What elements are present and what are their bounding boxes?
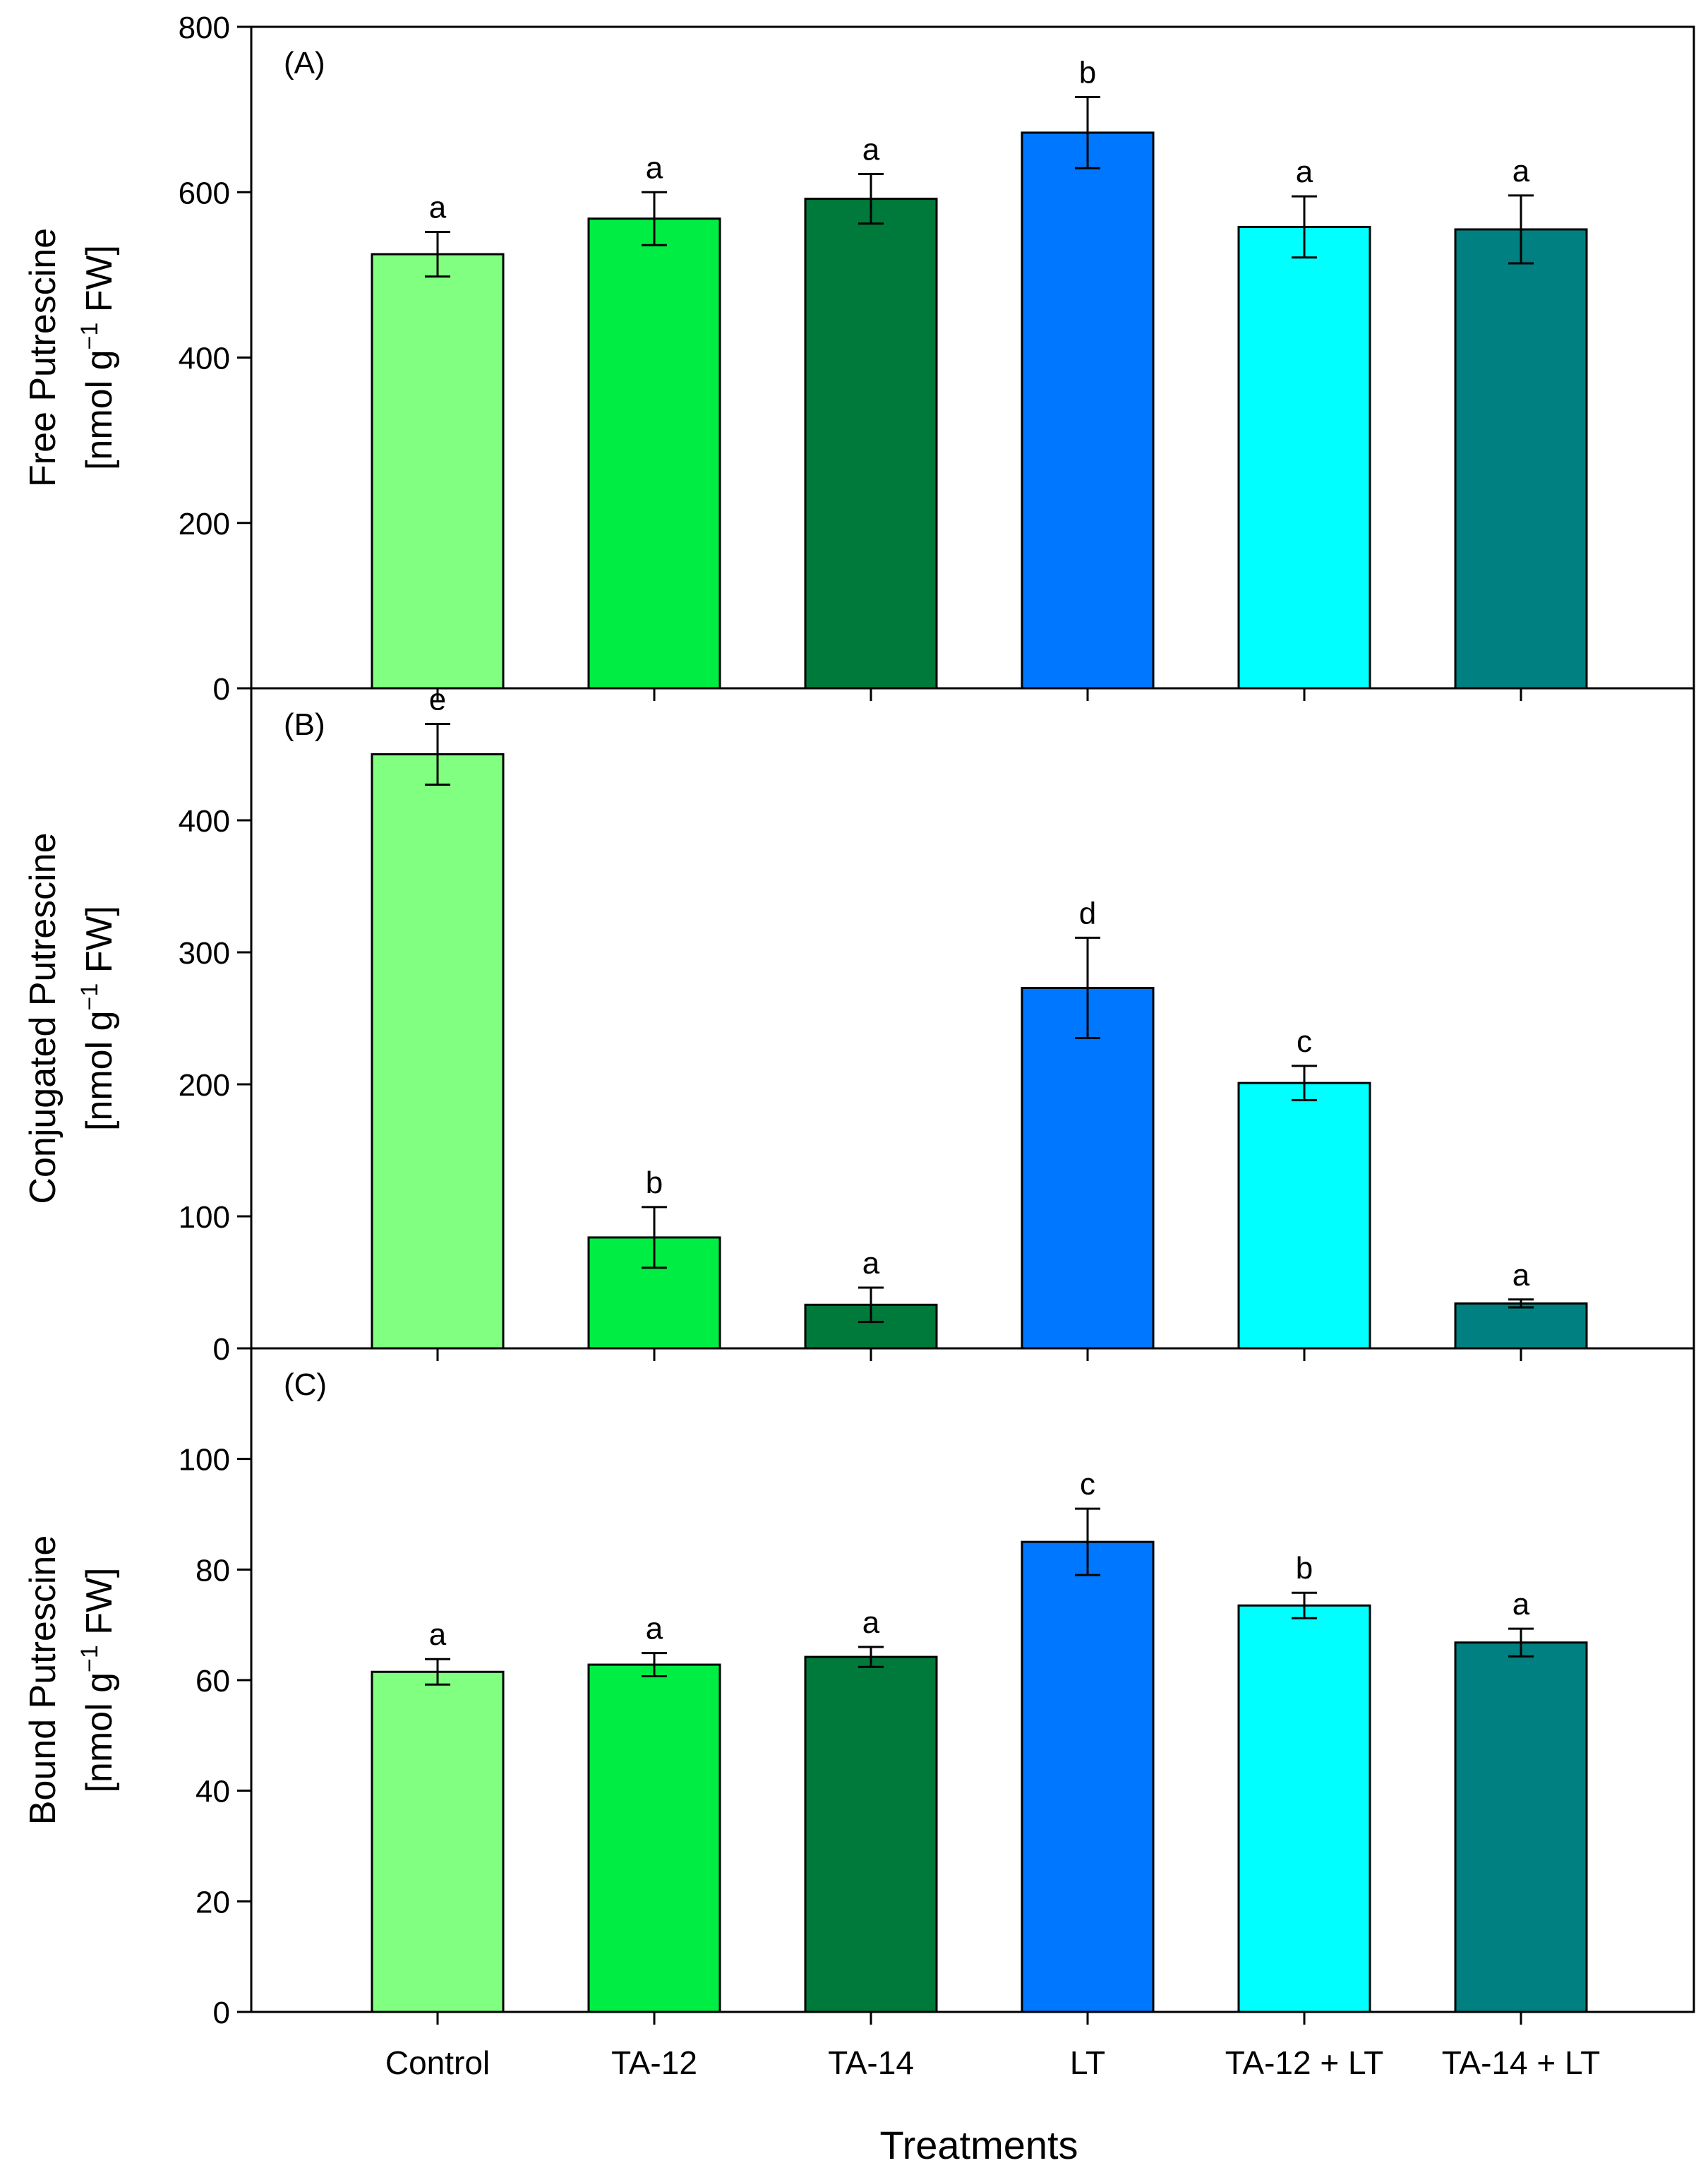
significance-letter: a [862, 1246, 880, 1281]
significance-letter: a [1296, 155, 1313, 189]
y-tick-label: 0 [213, 672, 230, 707]
panel-tag: (C) [284, 1367, 327, 1402]
y-tick-label: 40 [196, 1775, 230, 1809]
bar-ta-12-lt [1237, 1081, 1371, 1350]
y-units-text: [nmol g [79, 1010, 120, 1131]
bar-ta-12-lt [1237, 1604, 1371, 2013]
error-bar [858, 1646, 884, 1668]
y-tick-label: 60 [196, 1664, 230, 1698]
significance-letter: a [1512, 154, 1530, 188]
bar-ta-14-lt [1454, 1641, 1588, 2013]
bar-lt [1021, 131, 1155, 690]
significance-letter: a [646, 150, 663, 185]
y-axis-units: [nmol g−1 FW] [76, 906, 120, 1131]
significance-letter: a [862, 132, 880, 167]
bar-control [371, 753, 505, 1350]
x-category-label: TA-12 + LT [1225, 2044, 1384, 2081]
error-bar [642, 191, 667, 246]
y-tick-label: 200 [179, 1068, 230, 1103]
x-category-label: TA-14 [828, 2044, 914, 2081]
significance-letter: b [1079, 56, 1096, 90]
error-bar [425, 230, 450, 278]
error-bar [1508, 1627, 1534, 1658]
error-bar [858, 172, 884, 225]
bar-ta-14 [804, 198, 938, 690]
error-bar [425, 722, 450, 786]
y-tick-label: 400 [179, 804, 230, 839]
significance-letter: a [1512, 1258, 1530, 1293]
bar-lt [1021, 1540, 1155, 2013]
bar-ta-14-lt [1454, 1302, 1588, 1350]
y-tick-label: 300 [179, 936, 230, 971]
error-bar [1075, 96, 1100, 169]
y-tick-label: 0 [213, 1332, 230, 1367]
y-units-text: FW] [79, 906, 120, 983]
y-axis-title: Conjugated Putrescine [23, 832, 64, 1204]
y-tick-label: 200 [179, 507, 230, 541]
significance-letter: c [1297, 1024, 1312, 1059]
significance-letter: a [1512, 1587, 1530, 1622]
panel-tag: (B) [284, 707, 325, 742]
panel-tag: (A) [284, 46, 325, 80]
y-units-text: [nmol g [79, 1672, 120, 1793]
error-bar [642, 1652, 667, 1678]
significance-letter: a [862, 1605, 880, 1640]
y-units-superscript: −1 [76, 323, 103, 350]
x-category-label: Control [385, 2044, 490, 2081]
bar-ta-12 [587, 217, 721, 690]
x-category-labels: Control TA-12 TA-14 LT TA-12 + LT TA-14 + LT [385, 2044, 1600, 2081]
y-units-superscript: −1 [76, 1645, 103, 1672]
bar-control [371, 1670, 505, 2013]
bar-control [371, 253, 505, 690]
y-tick-label: 0 [213, 1996, 230, 2030]
y-axis-title: Bound Putrescine [23, 1535, 64, 1826]
y-tick-label: 600 [179, 176, 230, 210]
y-tick-label: 400 [179, 342, 230, 376]
significance-letter: a [646, 1612, 663, 1646]
significance-letter: b [1296, 1551, 1313, 1586]
y-units-superscript: −1 [76, 983, 103, 1011]
error-bar [1508, 1298, 1534, 1309]
significance-letter: d [1079, 896, 1096, 930]
bar-lt [1021, 986, 1155, 1350]
bar-ta-14-lt [1454, 228, 1588, 690]
error-bar [1292, 1591, 1317, 1619]
y-tick-label: 100 [179, 1443, 230, 1478]
error-bar [1508, 194, 1534, 265]
panel-a: a a a b a a 0 200 400 600 800 (A) Free Putrescine [nm… [23, 11, 1695, 707]
y-axis-title: Free Putrescine [23, 228, 64, 487]
error-bar [1292, 195, 1317, 259]
bar-ta-14 [804, 1655, 938, 2013]
y-tick-label: 20 [196, 1885, 230, 1919]
significance-letter: c [1080, 1467, 1095, 1502]
bar-ta-12 [587, 1663, 721, 2013]
bar-ta-12-lt [1237, 225, 1371, 690]
significance-letter: b [646, 1166, 663, 1200]
y-units-text: [nmol g [79, 349, 120, 470]
significance-letter: a [429, 1617, 447, 1652]
error-bar [858, 1286, 884, 1324]
y-units-text: FW] [79, 245, 120, 323]
y-axis-units: [nmol g−1 FW] [76, 245, 120, 470]
y-tick-label: 80 [196, 1553, 230, 1588]
error-bar [642, 1206, 667, 1269]
panel-c: a a a c b a 0 20 40 60 80 100 (C) Bound Putrescine [nm… [23, 1347, 1695, 2030]
significance-letter: a [429, 190, 447, 224]
y-tick-label: 100 [179, 1200, 230, 1235]
x-category-label: TA-12 [611, 2044, 697, 2081]
x-category-label: LT [1070, 2044, 1105, 2081]
error-bar [1075, 1507, 1100, 1576]
y-units-text: FW] [79, 1567, 120, 1645]
error-bar [1075, 936, 1100, 1040]
y-tick-label: 800 [179, 11, 230, 45]
error-bar [425, 1658, 450, 1686]
y-axis-units: [nmol g−1 FW] [76, 1567, 120, 1792]
x-category-label: TA-14 + LT [1442, 2044, 1601, 2081]
error-bar [1292, 1065, 1317, 1101]
x-axis-title: Treatments [879, 2123, 1078, 2167]
